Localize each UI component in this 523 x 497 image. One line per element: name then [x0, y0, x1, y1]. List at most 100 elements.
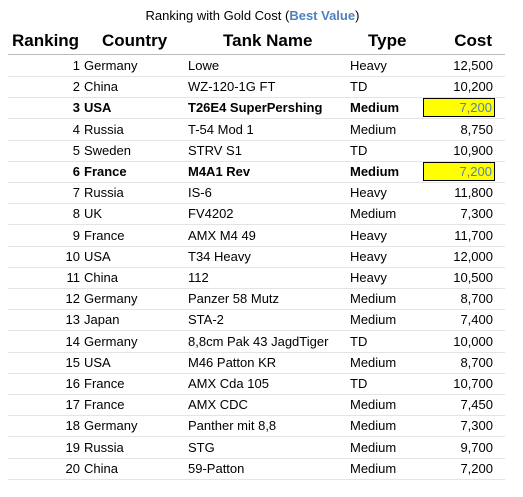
header-rule	[8, 54, 505, 55]
tank-cell: AMX CDC	[188, 397, 248, 413]
rank-cell: 4	[72, 121, 80, 137]
tank-cell: 8,8cm Pak 43 JagdTiger	[188, 333, 329, 349]
cost-cell: 7,300	[460, 206, 493, 222]
tank-cell: T34 Heavy	[188, 248, 251, 264]
table-row: 14 Germany 8,8cm Pak 43 JagdTiger TD 10,000	[8, 331, 505, 353]
cost-cell: 12,500	[453, 58, 493, 73]
type-cell: Heavy	[350, 58, 387, 73]
table-row: 12 Germany Panzer 58 Mutz Medium 8,700	[8, 288, 505, 311]
table-row: 2 China WZ-120-1G FT TD 10,200	[8, 76, 505, 99]
cost-cell: 12,000	[453, 248, 493, 264]
cost-cell: 7,200	[460, 460, 493, 476]
table-row: 4 Russia T-54 Mod 1 Medium 8,750	[8, 119, 505, 141]
tank-cell: STG	[188, 439, 215, 455]
type-cell: Medium	[350, 291, 397, 307]
rank-cell: 17	[65, 397, 80, 413]
rank-cell: 16	[65, 376, 80, 391]
country-cell: USA	[84, 100, 112, 116]
type-cell: Heavy	[350, 248, 387, 264]
country-cell: Japan	[84, 312, 120, 328]
table-row: 17 France AMX CDC Medium 7,450	[8, 394, 505, 417]
rank-cell: 20	[65, 460, 80, 476]
header-cell: Tank Name	[223, 31, 313, 50]
rank-cell: 10	[65, 248, 80, 264]
tank-cell: AMX M4 49	[188, 227, 256, 243]
type-cell: TD	[350, 142, 368, 158]
tank-cell: STA-2	[188, 312, 224, 328]
tank-cell: 112	[188, 270, 209, 285]
table-row: 7 Russia IS-6 Heavy 11,800	[8, 182, 505, 205]
country-cell: Russia	[84, 121, 124, 137]
tank-cell: T26E4 SuperPershing	[188, 100, 323, 116]
title-text: )	[355, 8, 360, 23]
table-row: 20 China 59-Patton Medium 7,200	[8, 458, 505, 480]
type-cell: Medium	[350, 206, 397, 222]
title-text: Ranking with Gold Cost (	[145, 8, 290, 23]
country-cell: Russia	[84, 185, 124, 201]
rank-cell: 6	[72, 164, 80, 179]
rank-cell: 13	[65, 312, 80, 328]
rank-cell: 7	[72, 185, 80, 201]
type-cell: Medium	[350, 460, 397, 476]
tank-cell: Lowe	[188, 58, 220, 73]
type-cell: Medium	[350, 100, 400, 116]
rank-cell: 3	[72, 100, 80, 116]
cost-cell: 7,450	[460, 397, 493, 413]
cost-cell: 10,500	[453, 270, 493, 285]
cost-cell: 10,200	[453, 79, 493, 95]
header-cell: Cost	[454, 31, 492, 50]
type-cell: TD	[350, 79, 368, 95]
type-cell: Medium	[350, 312, 397, 328]
header-cell: Country	[102, 31, 168, 50]
tank-cell: T-54 Mod 1	[188, 121, 254, 137]
type-cell: Medium	[350, 354, 397, 370]
country-cell: China	[84, 270, 118, 285]
table-row: 15 USA M46 Patton KR Medium 8,700	[8, 352, 505, 374]
table-row: 3 USA T26E4 SuperPershing Medium 7,200	[8, 97, 505, 120]
rank-cell: 11	[66, 270, 81, 285]
rank-cell: 15	[65, 354, 80, 370]
cost-cell: 8,750	[460, 121, 493, 137]
rank-cell: 1	[72, 58, 80, 73]
table-row: 10 USA T34 Heavy Heavy 12,000	[8, 246, 505, 268]
tank-cell: STRV S1	[188, 142, 242, 158]
table-row: 11 China 112 Heavy 10,500	[8, 267, 505, 289]
country-cell: Germany	[84, 291, 138, 307]
type-cell: Heavy	[350, 270, 387, 285]
type-cell: TD	[350, 333, 368, 349]
rank-cell: 19	[65, 439, 80, 455]
country-cell: USA	[84, 354, 111, 370]
cost-cell: 8,700	[460, 291, 493, 307]
header-cell: Type	[368, 31, 407, 50]
tank-cell: Panther mit 8,8	[188, 418, 277, 434]
table-row: 18 Germany Panther mit 8,8 Medium 7,300	[8, 415, 505, 438]
tank-cell: AMX Cda 105	[188, 376, 269, 391]
type-cell: Medium	[350, 121, 397, 137]
country-cell: France	[84, 376, 125, 391]
cost-cell: 8,700	[460, 354, 493, 370]
type-cell: Medium	[350, 418, 397, 434]
type-cell: TD	[350, 376, 368, 391]
cost-cell: 11,800	[454, 185, 493, 201]
rank-cell: 9	[72, 227, 80, 243]
header-cell: Ranking	[12, 31, 80, 50]
country-cell: Germany	[84, 418, 138, 434]
cost-cell: 7,200	[423, 162, 495, 181]
table-row: 6 France M4A1 Rev Medium 7,200	[8, 161, 505, 183]
cost-cell: 7,400	[460, 312, 493, 328]
tank-cell: 59-Patton	[188, 460, 245, 476]
table-row: 5 Sweden STRV S1 TD 10,900	[8, 140, 505, 162]
cost-cell: 9,700	[460, 439, 493, 455]
rank-cell: 12	[65, 291, 80, 307]
table-row: 8 UK FV4202 Medium 7,300	[8, 203, 505, 226]
table-row: 19 Russia STG Medium 9,700	[8, 437, 505, 459]
country-cell: France	[84, 227, 125, 243]
type-cell: Medium	[350, 439, 397, 455]
cost-cell: 7,200	[423, 98, 495, 118]
country-cell: Sweden	[84, 142, 131, 158]
country-cell: France	[84, 397, 125, 413]
tank-cell: M4A1 Rev	[188, 164, 251, 179]
tank-cell: FV4202	[188, 206, 234, 222]
title-highlight: Best Value	[289, 8, 356, 23]
